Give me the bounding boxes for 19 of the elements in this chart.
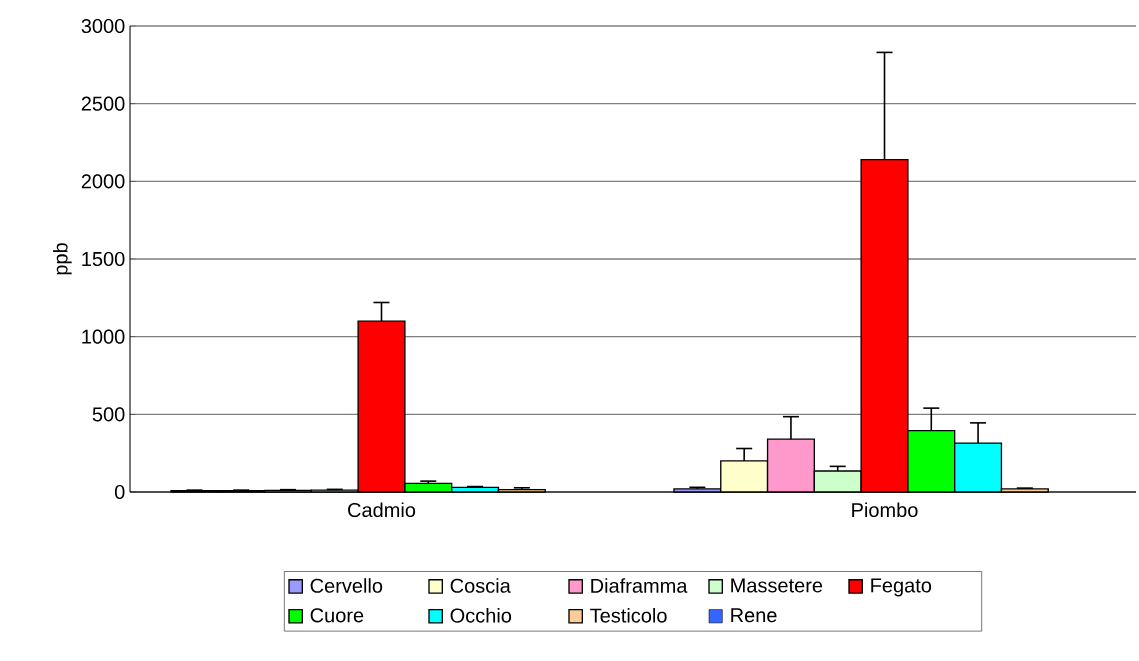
legend-label: Diaframma xyxy=(591,578,688,593)
y-tick-label: 500 xyxy=(92,407,125,422)
legend-label: Cuore xyxy=(310,608,364,623)
y-tick-label: 1500 xyxy=(82,251,125,267)
y-tick-label: 2000 xyxy=(81,174,125,189)
legend-label: Coscia xyxy=(450,578,511,593)
y-tick-label: 0 xyxy=(114,484,125,500)
y-tick-label: 1000 xyxy=(82,329,125,344)
x-tick-label: Piombo xyxy=(852,502,918,518)
x-tick-label: Cadmio xyxy=(348,502,416,518)
y-axis-title: ppb xyxy=(53,243,72,275)
legend-label: Fegato xyxy=(871,578,932,597)
y-tick-label: 2500 xyxy=(81,96,125,111)
legend-label: Massetere xyxy=(731,578,823,593)
legend-label: Cervello xyxy=(310,578,383,593)
legend-label: Testicolo xyxy=(590,607,667,623)
legend-label: Occhio xyxy=(450,607,512,623)
legend-label: Rene xyxy=(731,608,777,623)
y-tick-label: 3000 xyxy=(81,18,125,34)
